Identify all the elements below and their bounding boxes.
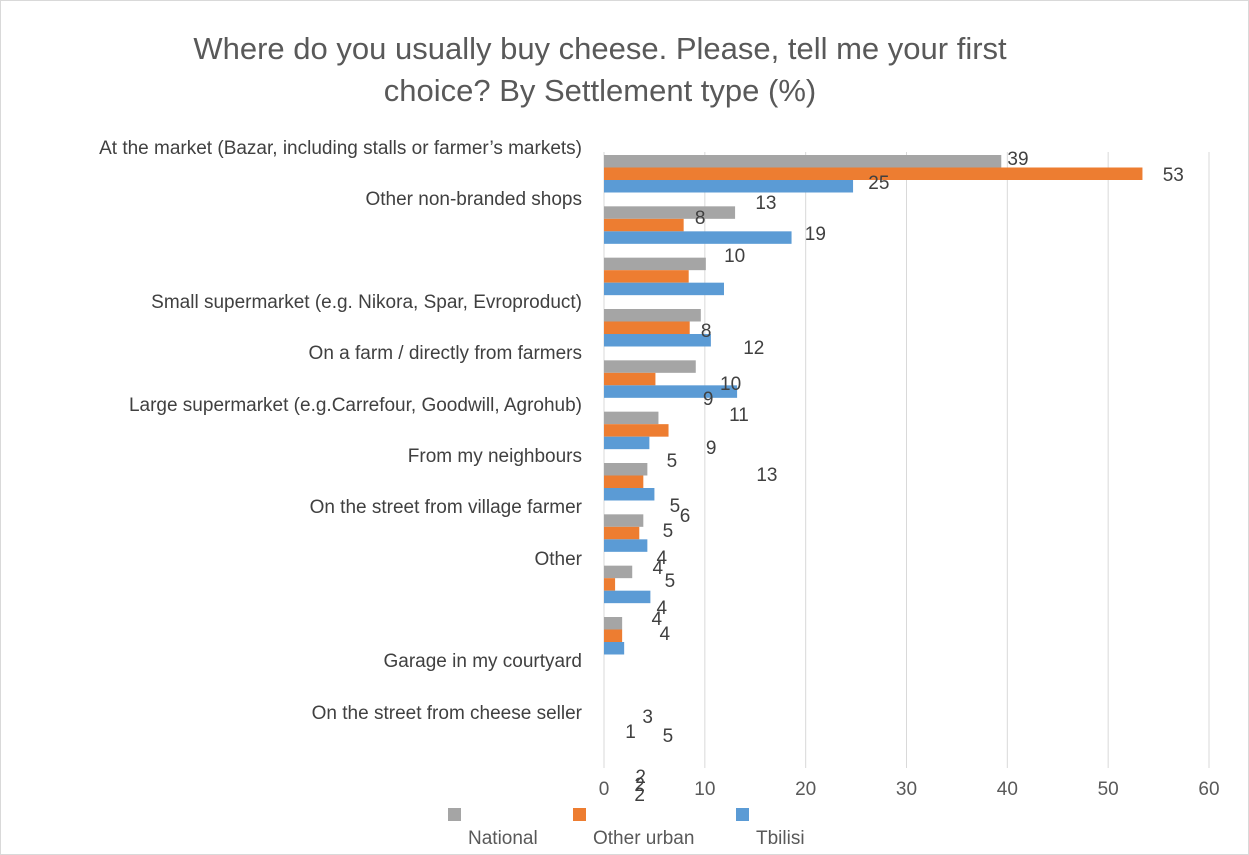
data-label: 5 (669, 495, 681, 517)
bar-national (604, 206, 736, 219)
bar-tbilisi (604, 334, 711, 347)
legend-swatch (448, 808, 461, 821)
data-label: 10 (724, 245, 746, 267)
bar-national (604, 411, 659, 425)
data-label: 3 (642, 706, 653, 728)
legend-swatch (736, 808, 749, 821)
bar-other-urban (604, 629, 623, 642)
bar-other-urban (604, 321, 690, 334)
bar-national (604, 309, 701, 322)
x-tick-label: 30 (895, 779, 918, 800)
bar-national (604, 360, 696, 373)
data-label: 9 (702, 388, 714, 410)
category-label: Large supermarket (e.g.Carrefour, Goodwi… (128, 394, 582, 416)
data-label: 1 (625, 722, 636, 744)
category-label: On the street from cheese seller (311, 702, 582, 724)
data-label: 4 (651, 609, 663, 631)
data-label: 4 (652, 557, 664, 579)
category-label: On the street from village farmer (309, 497, 582, 519)
bar-other-urban (604, 372, 656, 386)
category-label: From my neighbours (407, 446, 582, 467)
bar-tbilisi (604, 385, 738, 398)
x-tick-label: 0 (598, 779, 610, 800)
chart-title: Where do you usually buy cheese. Please,… (100, 28, 1100, 112)
category-label: Other (534, 548, 582, 570)
data-label: 53 (1162, 165, 1184, 187)
data-label: 2 (635, 767, 646, 789)
data-label: 4 (656, 548, 668, 570)
data-label: 39 (1007, 148, 1029, 170)
legend-label: Tbilisi (756, 828, 805, 849)
bar-other-urban (604, 578, 616, 591)
chart-title-line-2: choice? By Settlement type (%) (383, 73, 817, 108)
x-tick-label: 20 (795, 779, 817, 800)
bar-national (604, 565, 633, 579)
legend-swatch (573, 808, 586, 821)
data-label: 12 (743, 338, 765, 360)
data-label: 9 (705, 437, 717, 459)
data-label: 5 (666, 451, 678, 473)
data-label: 10 (720, 374, 742, 396)
bar-tbilisi (604, 282, 724, 296)
data-label: 13 (755, 193, 777, 215)
data-label: 4 (659, 623, 671, 645)
bar-tbilisi (604, 642, 625, 655)
bar-national (604, 514, 644, 527)
bar-tbilisi (604, 539, 648, 552)
bar-other-urban (604, 475, 644, 488)
x-tick-label: 10 (694, 779, 716, 800)
category-label: Small supermarket (e.g. Nikora, Spar, Ev… (151, 292, 582, 313)
data-label: 2 (634, 784, 645, 806)
data-label: 13 (756, 465, 778, 487)
bar-other-urban (604, 218, 684, 232)
bar-national (604, 155, 1002, 168)
bar-national (604, 617, 623, 630)
x-tick-label: 50 (1097, 779, 1119, 800)
bar-national (604, 257, 706, 271)
bar-other-urban (604, 424, 669, 437)
bar-other-urban (604, 526, 640, 540)
bar-other-urban (604, 167, 1143, 180)
chart-title-line-1: Where do you usually buy cheese. Please,… (193, 31, 1007, 66)
data-label: 5 (662, 725, 674, 747)
bar-tbilisi (604, 436, 650, 450)
category-label: Other non-branded shops (365, 189, 582, 211)
legend-label: Other urban (593, 828, 695, 849)
bar-tbilisi (604, 590, 651, 604)
data-label: 5 (664, 571, 676, 593)
data-label: 8 (694, 207, 706, 229)
x-tick-label: 40 (996, 779, 1018, 800)
data-label: 5 (662, 520, 674, 542)
data-label: 4 (656, 597, 668, 619)
bar-tbilisi (604, 180, 854, 193)
bar-national (604, 463, 648, 476)
legend-label: National (468, 828, 538, 849)
data-label: 11 (729, 405, 749, 427)
data-label: 6 (679, 506, 691, 528)
data-label: 2 (634, 775, 645, 797)
data-label: 25 (868, 172, 890, 194)
bar-tbilisi (604, 488, 655, 501)
category-label: At the market (Bazar, including stalls o… (99, 138, 582, 159)
bar-other-urban (604, 270, 689, 283)
category-label: On a farm / directly from farmers (308, 343, 582, 365)
bar-tbilisi (604, 231, 792, 244)
data-label: 19 (804, 223, 826, 245)
x-tick-label: 60 (1198, 779, 1220, 800)
category-label: Garage in my courtyard (383, 651, 582, 673)
data-label: 8 (700, 320, 712, 342)
